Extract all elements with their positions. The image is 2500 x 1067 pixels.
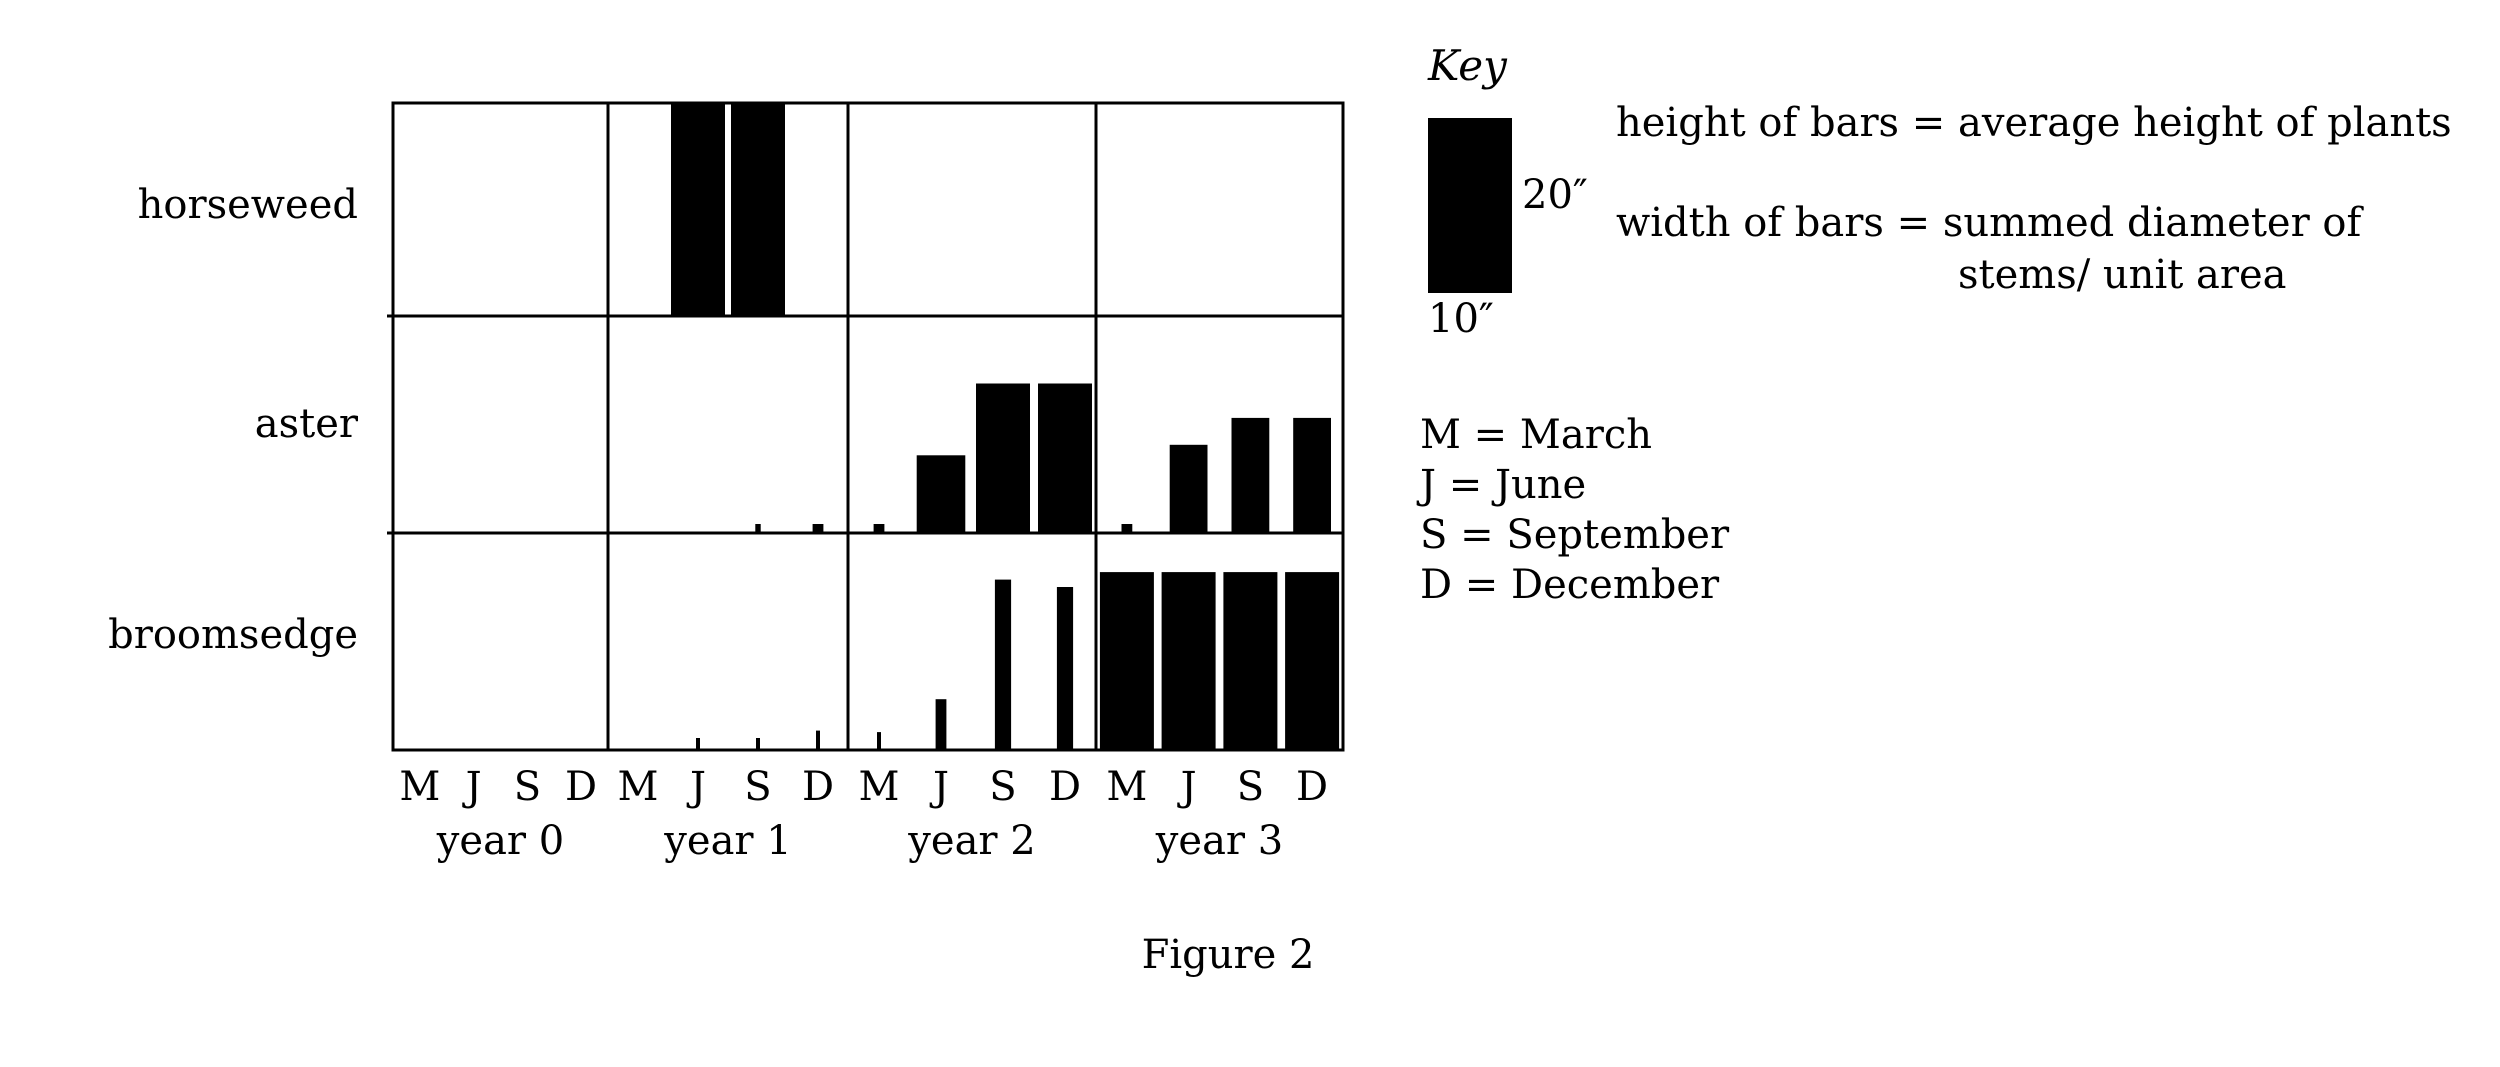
bar-aster-year3-D	[1293, 417, 1331, 533]
key-width-description-line1: width of bars = summed diameter of	[1616, 200, 2364, 246]
month-tick-label: J	[462, 764, 482, 810]
grid-frame	[391, 101, 1345, 752]
bar-aster-year3-J	[1169, 444, 1208, 533]
bar-aster-year3-S	[1231, 417, 1270, 533]
key-month-december: D = December	[1420, 562, 1720, 608]
bar-broomsedge-year3-D	[1285, 572, 1340, 750]
row-label-broomsedge: broomsedge	[108, 612, 358, 658]
bar-broomsedge-year3-J	[1161, 572, 1216, 750]
year-label-year-1: year 1	[663, 818, 791, 864]
month-tick-label: D	[802, 764, 834, 810]
key-legend: Key 20″ 10″ height of bars = average hei…	[1416, 41, 2452, 608]
month-tick-label: S	[989, 764, 1016, 810]
month-tick-label: D	[565, 764, 597, 810]
bar-aster-year1-S	[755, 524, 761, 533]
key-bottom-label: 10″	[1428, 296, 1494, 342]
bar-broomsedge-year3-M	[1099, 572, 1154, 750]
key-top-label: 20″	[1522, 172, 1588, 218]
year-label-year-3: year 3	[1155, 818, 1283, 864]
month-tick-label: D	[1296, 764, 1328, 810]
bar-broomsedge-year1-D	[816, 730, 820, 750]
bar-broomsedge-year1-J	[696, 738, 700, 750]
bar-horseweed-year1-S	[731, 103, 785, 316]
bar-aster-year2-J	[916, 455, 966, 533]
bar-broomsedge-year2-J	[935, 699, 947, 750]
month-tick-label: M	[1106, 764, 1147, 810]
month-tick-label: D	[1049, 764, 1081, 810]
key-month-september: S = September	[1420, 512, 1730, 558]
key-width-description-line2: stems/ unit area	[1958, 252, 2287, 298]
key-month-june: J = June	[1416, 462, 1586, 508]
key-height-description: height of bars = average height of plant…	[1616, 100, 2452, 146]
key-sample-bar	[1428, 118, 1512, 293]
row-label-aster: aster	[255, 401, 359, 447]
month-tick-label: S	[514, 764, 541, 810]
bar-horseweed-year1-J	[671, 103, 725, 316]
bar-broomsedge-year2-M	[877, 732, 881, 750]
bar-aster-year2-M	[873, 524, 885, 533]
month-tick-label: M	[859, 764, 900, 810]
key-month-march: M = March	[1420, 412, 1652, 458]
year-label-year-2: year 2	[907, 818, 1035, 864]
month-tick-label: J	[1177, 764, 1197, 810]
bar-aster-year2-S	[976, 383, 1030, 533]
year-label-year-0: year 0	[436, 818, 564, 864]
bar-aster-year1-D	[812, 524, 824, 533]
bar-broomsedge-year2-S	[994, 579, 1012, 750]
month-tick-label: S	[744, 764, 771, 810]
figure-caption: Figure 2	[1142, 932, 1315, 978]
month-tick-label: J	[929, 764, 949, 810]
bar-aster-year2-D	[1038, 383, 1092, 533]
bar-broomsedge-year3-S	[1223, 572, 1278, 750]
month-tick-label: M	[399, 764, 440, 810]
month-tick-label: S	[1237, 764, 1264, 810]
bar-broomsedge-year2-D	[1056, 587, 1074, 750]
bar-broomsedge-year1-S	[756, 738, 760, 750]
bar-aster-year3-M	[1121, 524, 1133, 533]
month-tick-label: M	[618, 764, 659, 810]
row-label-horseweed: horseweed	[138, 182, 358, 228]
month-tick-label: J	[686, 764, 706, 810]
key-title: Key	[1427, 41, 1508, 90]
